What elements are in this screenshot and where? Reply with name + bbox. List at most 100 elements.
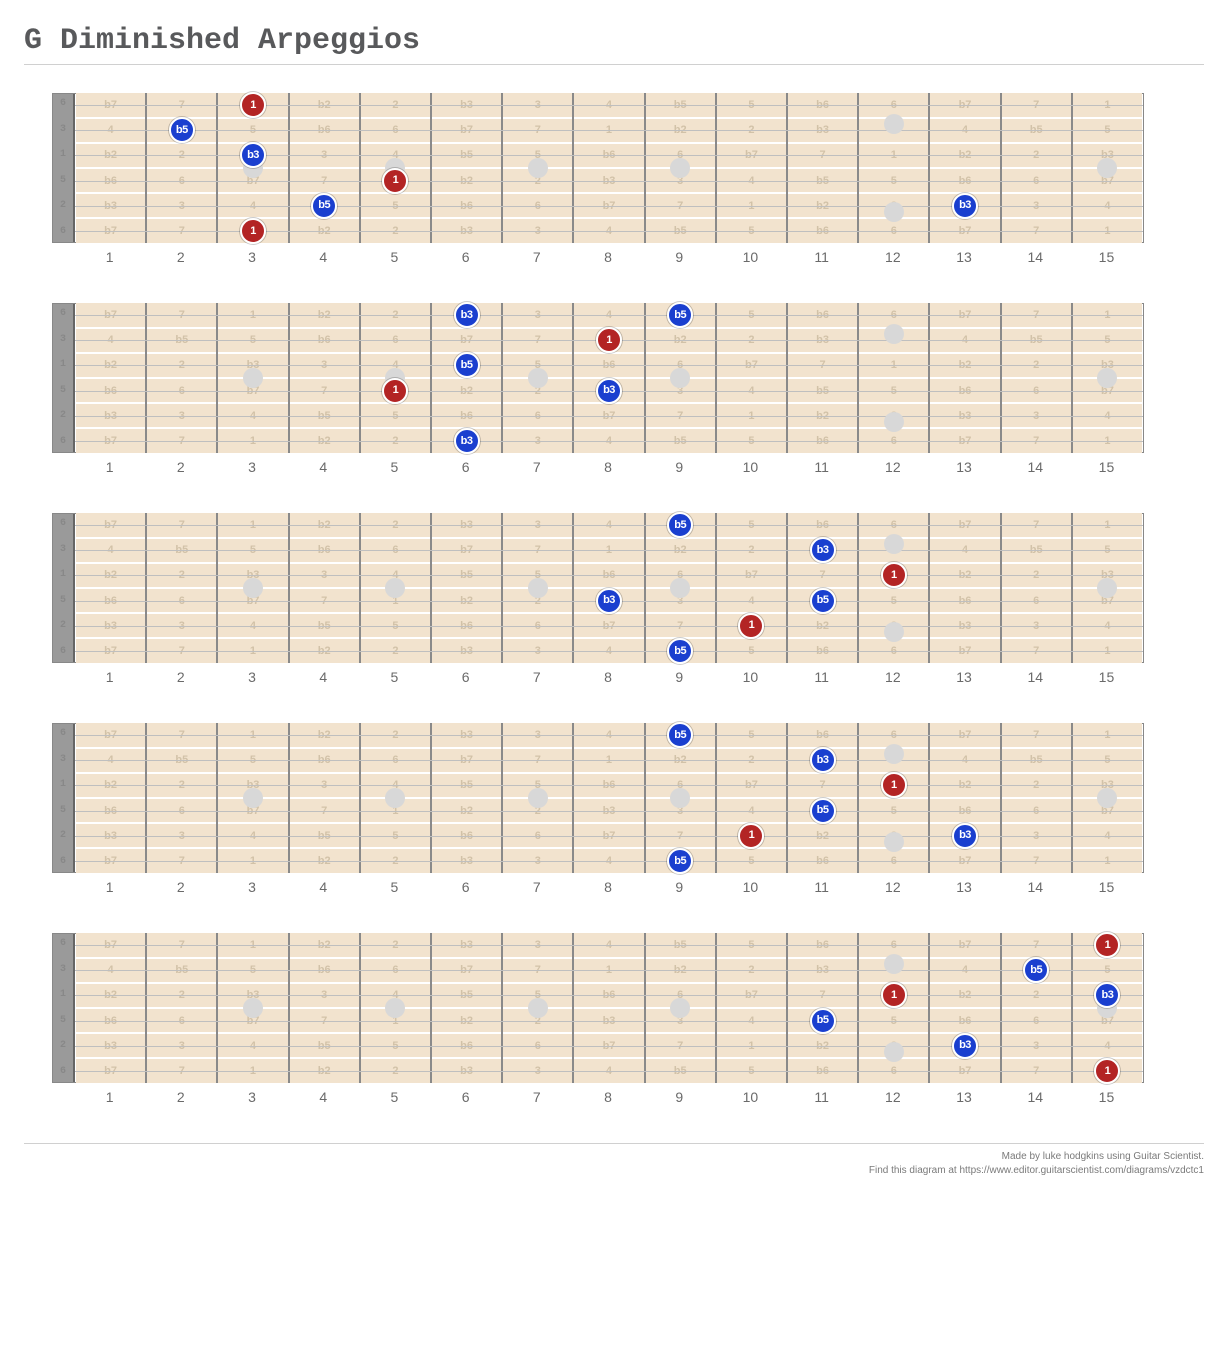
fret-number-row: 123456789101112131415: [74, 249, 1142, 265]
note-label: 1: [749, 620, 755, 631]
open-string-label: 1: [53, 150, 73, 160]
fret-line: [644, 94, 646, 242]
fret-line: [1000, 94, 1002, 242]
fret-number: 5: [359, 459, 430, 475]
fret-number: 13: [928, 879, 999, 895]
fret-inlay: [528, 158, 548, 178]
string-line: [75, 575, 1143, 576]
fret-number: 5: [359, 879, 430, 895]
open-string-column: 631526: [53, 724, 73, 872]
fret-inlay: [670, 788, 690, 808]
fret-inlay: [670, 578, 690, 598]
fret-line: [288, 724, 290, 872]
open-string-label: 3: [53, 335, 73, 345]
note-marker: b3: [810, 537, 836, 563]
footer: Made by luke hodgkins using Guitar Scien…: [24, 1143, 1204, 1178]
fret-line: [857, 94, 859, 242]
fret-number: 2: [145, 879, 216, 895]
fret-line: [145, 304, 147, 452]
fret-number: 14: [1000, 459, 1071, 475]
fret-line: [715, 94, 717, 242]
note-label: b3: [959, 200, 971, 211]
fret-number: 1: [74, 1089, 145, 1105]
fret-line: [430, 514, 432, 662]
fret-number: 8: [572, 669, 643, 685]
fret-line: [786, 94, 788, 242]
fret-number: 3: [216, 249, 287, 265]
fret-line: [145, 934, 147, 1082]
fret-number: 9: [644, 879, 715, 895]
open-string-label: 2: [53, 201, 73, 211]
fret-number: 10: [715, 879, 786, 895]
fret-line: [288, 934, 290, 1082]
note-marker: 1: [382, 378, 408, 404]
fret-inlay: [884, 412, 904, 432]
fret-number: 6: [430, 459, 501, 475]
fret-line: [288, 514, 290, 662]
fret-line: [715, 514, 717, 662]
string-line: [75, 626, 1143, 627]
fret-inlay: [1097, 368, 1117, 388]
open-string-label: 6: [53, 939, 73, 949]
note-label: b5: [674, 310, 686, 321]
note-label: b3: [603, 385, 615, 396]
note-marker: b3: [952, 1033, 978, 1059]
string-line: [75, 181, 1143, 182]
note-label: b3: [461, 310, 473, 321]
fret-line: [786, 304, 788, 452]
note-label: b5: [674, 856, 686, 867]
fret-number: 1: [74, 459, 145, 475]
fret-line: [288, 94, 290, 242]
fret-line: [786, 724, 788, 872]
note-label: b5: [817, 595, 829, 606]
fret-number: 4: [288, 879, 359, 895]
string-line: [75, 365, 1143, 366]
page-title: G Diminished Arpeggios: [24, 24, 1204, 65]
note-marker: b5: [311, 193, 337, 219]
fret-number: 6: [430, 879, 501, 895]
open-string-label: 5: [53, 806, 73, 816]
fret-inlay: [884, 744, 904, 764]
fret-number: 3: [216, 669, 287, 685]
note-label: b5: [817, 1015, 829, 1026]
fret-line: [857, 514, 859, 662]
note-marker: 1: [596, 327, 622, 353]
fret-line: [359, 724, 361, 872]
note-marker: b5: [667, 302, 693, 328]
note-label: 1: [891, 780, 897, 791]
open-string-label: 2: [53, 1041, 73, 1051]
note-label: 1: [250, 100, 256, 111]
fret-line: [928, 934, 930, 1082]
fret-number: 7: [501, 459, 572, 475]
note-marker: b3: [240, 142, 266, 168]
note-marker: b5: [169, 117, 195, 143]
note-marker: b3: [596, 588, 622, 614]
note-label: b3: [959, 1040, 971, 1051]
fret-number: 3: [216, 879, 287, 895]
fret-inlay: [884, 202, 904, 222]
fret-line: [715, 934, 717, 1082]
note-marker: b5: [667, 512, 693, 538]
fret-line: [501, 724, 503, 872]
string-line: [75, 550, 1143, 551]
open-string-label: 1: [53, 780, 73, 790]
note-marker: b3: [454, 302, 480, 328]
fret-line: [572, 724, 574, 872]
note-marker: b5: [810, 1008, 836, 1034]
open-string-label: 6: [53, 99, 73, 109]
note-label: b5: [674, 730, 686, 741]
note-marker: b5: [810, 798, 836, 824]
fret-inlay: [1097, 788, 1117, 808]
note-label: 1: [393, 385, 399, 396]
fret-number: 13: [928, 459, 999, 475]
fret-number: 2: [145, 459, 216, 475]
fret-number: 8: [572, 249, 643, 265]
fret-number: 9: [644, 249, 715, 265]
fret-inlay: [670, 368, 690, 388]
fret-number: 6: [430, 669, 501, 685]
open-string-label: 2: [53, 411, 73, 421]
fret-line: [1000, 934, 1002, 1082]
fret-inlay: [670, 158, 690, 178]
fret-line: [644, 304, 646, 452]
string-line: [75, 861, 1143, 862]
